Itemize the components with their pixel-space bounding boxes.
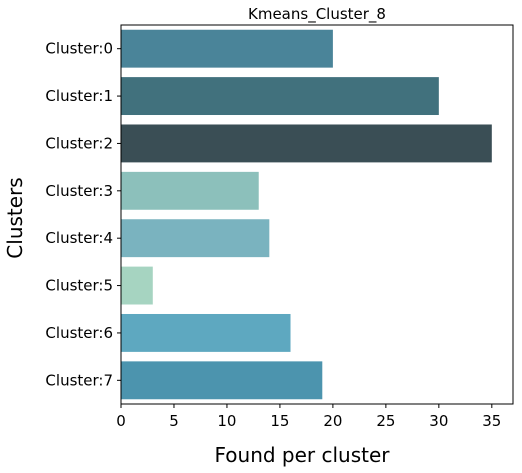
x-tick-label: 30 (429, 412, 448, 430)
bar-2 (121, 124, 492, 163)
x-tick-label: 5 (169, 412, 179, 430)
chart-title: Kmeans_Cluster_8 (248, 5, 386, 24)
bar-4 (121, 219, 270, 258)
bar-0 (121, 29, 333, 68)
bar-5 (121, 266, 153, 305)
x-axis: 0 5 10 15 20 25 30 35 (116, 404, 501, 430)
y-tick-label: Cluster:7 (45, 371, 113, 389)
x-tick-label: 25 (376, 412, 395, 430)
y-tick-label: Cluster:1 (45, 87, 113, 105)
y-tick-label: Cluster:6 (45, 324, 113, 342)
y-axis: Cluster:0 Cluster:1 Cluster:2 Cluster:3 Clus… (45, 40, 121, 389)
y-tick-label: Cluster:0 (45, 40, 113, 58)
bar-7 (121, 361, 323, 400)
bar-1 (121, 77, 439, 116)
y-tick-label: Cluster:4 (45, 229, 113, 247)
x-tick-label: 35 (482, 412, 501, 430)
x-tick-label: 20 (323, 412, 342, 430)
bars (121, 29, 492, 400)
y-tick-label: Cluster:3 (45, 182, 113, 200)
x-tick-label: 15 (270, 412, 289, 430)
y-axis-title: Clusters (3, 177, 27, 258)
x-axis-title: Found per cluster (214, 443, 390, 467)
bar-6 (121, 313, 291, 352)
x-tick-label: 0 (116, 412, 126, 430)
y-tick-label: Cluster:5 (45, 277, 113, 295)
y-tick-label: Cluster:2 (45, 134, 113, 152)
bar-3 (121, 171, 259, 210)
x-tick-label: 10 (217, 412, 236, 430)
plot-frame (120, 24, 514, 405)
